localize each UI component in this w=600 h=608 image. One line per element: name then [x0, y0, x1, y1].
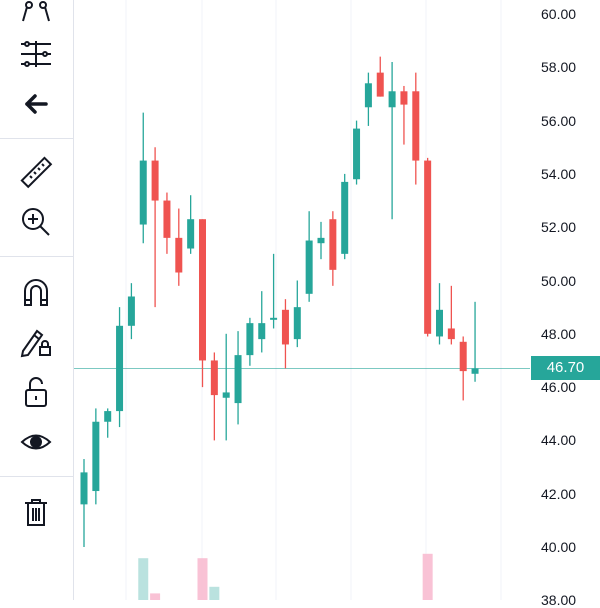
ruler-icon[interactable]: [8, 152, 64, 192]
price-tick-label: 58.00: [541, 59, 577, 76]
price-tick-label: 48.00: [541, 325, 577, 342]
candle-body: [104, 411, 112, 422]
price-tick-label: 42.00: [541, 485, 577, 502]
candle-body: [151, 160, 159, 201]
unlock-icon[interactable]: [8, 372, 64, 412]
price-tick-label: 60.00: [541, 6, 577, 22]
candle-body: [80, 472, 88, 505]
candle-body: [436, 309, 443, 337]
candle-body: [305, 240, 313, 294]
current-price-badge: 46.70: [531, 356, 600, 380]
candle-body: [175, 237, 183, 273]
price-tick-label: 46.00: [541, 379, 577, 396]
toolbar-separator: [0, 476, 73, 477]
volume-bar: [197, 558, 208, 600]
candle-body: [400, 91, 408, 105]
candle-body: [127, 296, 135, 326]
candle-body: [139, 160, 147, 225]
candle-body: [471, 368, 479, 374]
magnet-icon[interactable]: [8, 272, 64, 312]
candle-body: [424, 160, 432, 334]
candle-body: [412, 91, 420, 161]
lock-drawing-icon[interactable]: [8, 322, 64, 362]
drawing-toolbar: [0, 0, 73, 600]
candle-body: [116, 325, 124, 412]
candle-body: [246, 323, 254, 356]
candle-body: [341, 181, 349, 254]
price-axis[interactable]: [530, 0, 600, 600]
zoom-in-icon[interactable]: [8, 202, 64, 242]
toolbar-divider: [73, 0, 74, 600]
candle-body: [199, 219, 206, 361]
candlestick-chart[interactable]: [74, 0, 530, 600]
back-arrow-icon[interactable]: [8, 84, 64, 124]
price-tick-label: 44.00: [541, 432, 577, 449]
candle-body: [163, 200, 171, 238]
price-tick-label: 50.00: [541, 272, 577, 289]
candle-body: [376, 72, 384, 97]
candle-body: [459, 341, 467, 372]
candle-body: [353, 128, 361, 180]
candle-body: [293, 307, 301, 340]
price-tick-label: 54.00: [541, 165, 577, 182]
trash-icon[interactable]: [8, 492, 64, 532]
price-tick-label: 52.00: [541, 219, 577, 236]
fib-settings-icon[interactable]: [8, 34, 64, 74]
candle-body: [281, 309, 289, 345]
candle-body: [210, 360, 218, 396]
price-tick-label: 56.00: [541, 112, 577, 129]
volume-bar: [422, 553, 433, 600]
eye-icon[interactable]: [8, 422, 64, 462]
volume-bar: [209, 586, 220, 600]
candle-body: [222, 392, 230, 398]
volume-bar: [150, 593, 161, 600]
candle-body: [317, 237, 325, 244]
candle-body: [234, 355, 242, 404]
candle-body: [92, 421, 100, 492]
candle-body: [187, 219, 195, 249]
pattern-tool-icon[interactable]: [8, 0, 64, 28]
toolbar-separator: [0, 138, 73, 139]
price-tick-label: 40.00: [541, 539, 577, 555]
candle-body: [270, 317, 278, 320]
candle-body: [388, 91, 396, 108]
candle-body: [258, 323, 266, 340]
candle-body: [329, 219, 337, 270]
candle-body: [364, 83, 372, 108]
candle-body: [447, 328, 455, 340]
toolbar-separator: [0, 256, 73, 257]
price-tick-label: 38.00: [541, 592, 577, 608]
volume-bar: [138, 558, 149, 600]
